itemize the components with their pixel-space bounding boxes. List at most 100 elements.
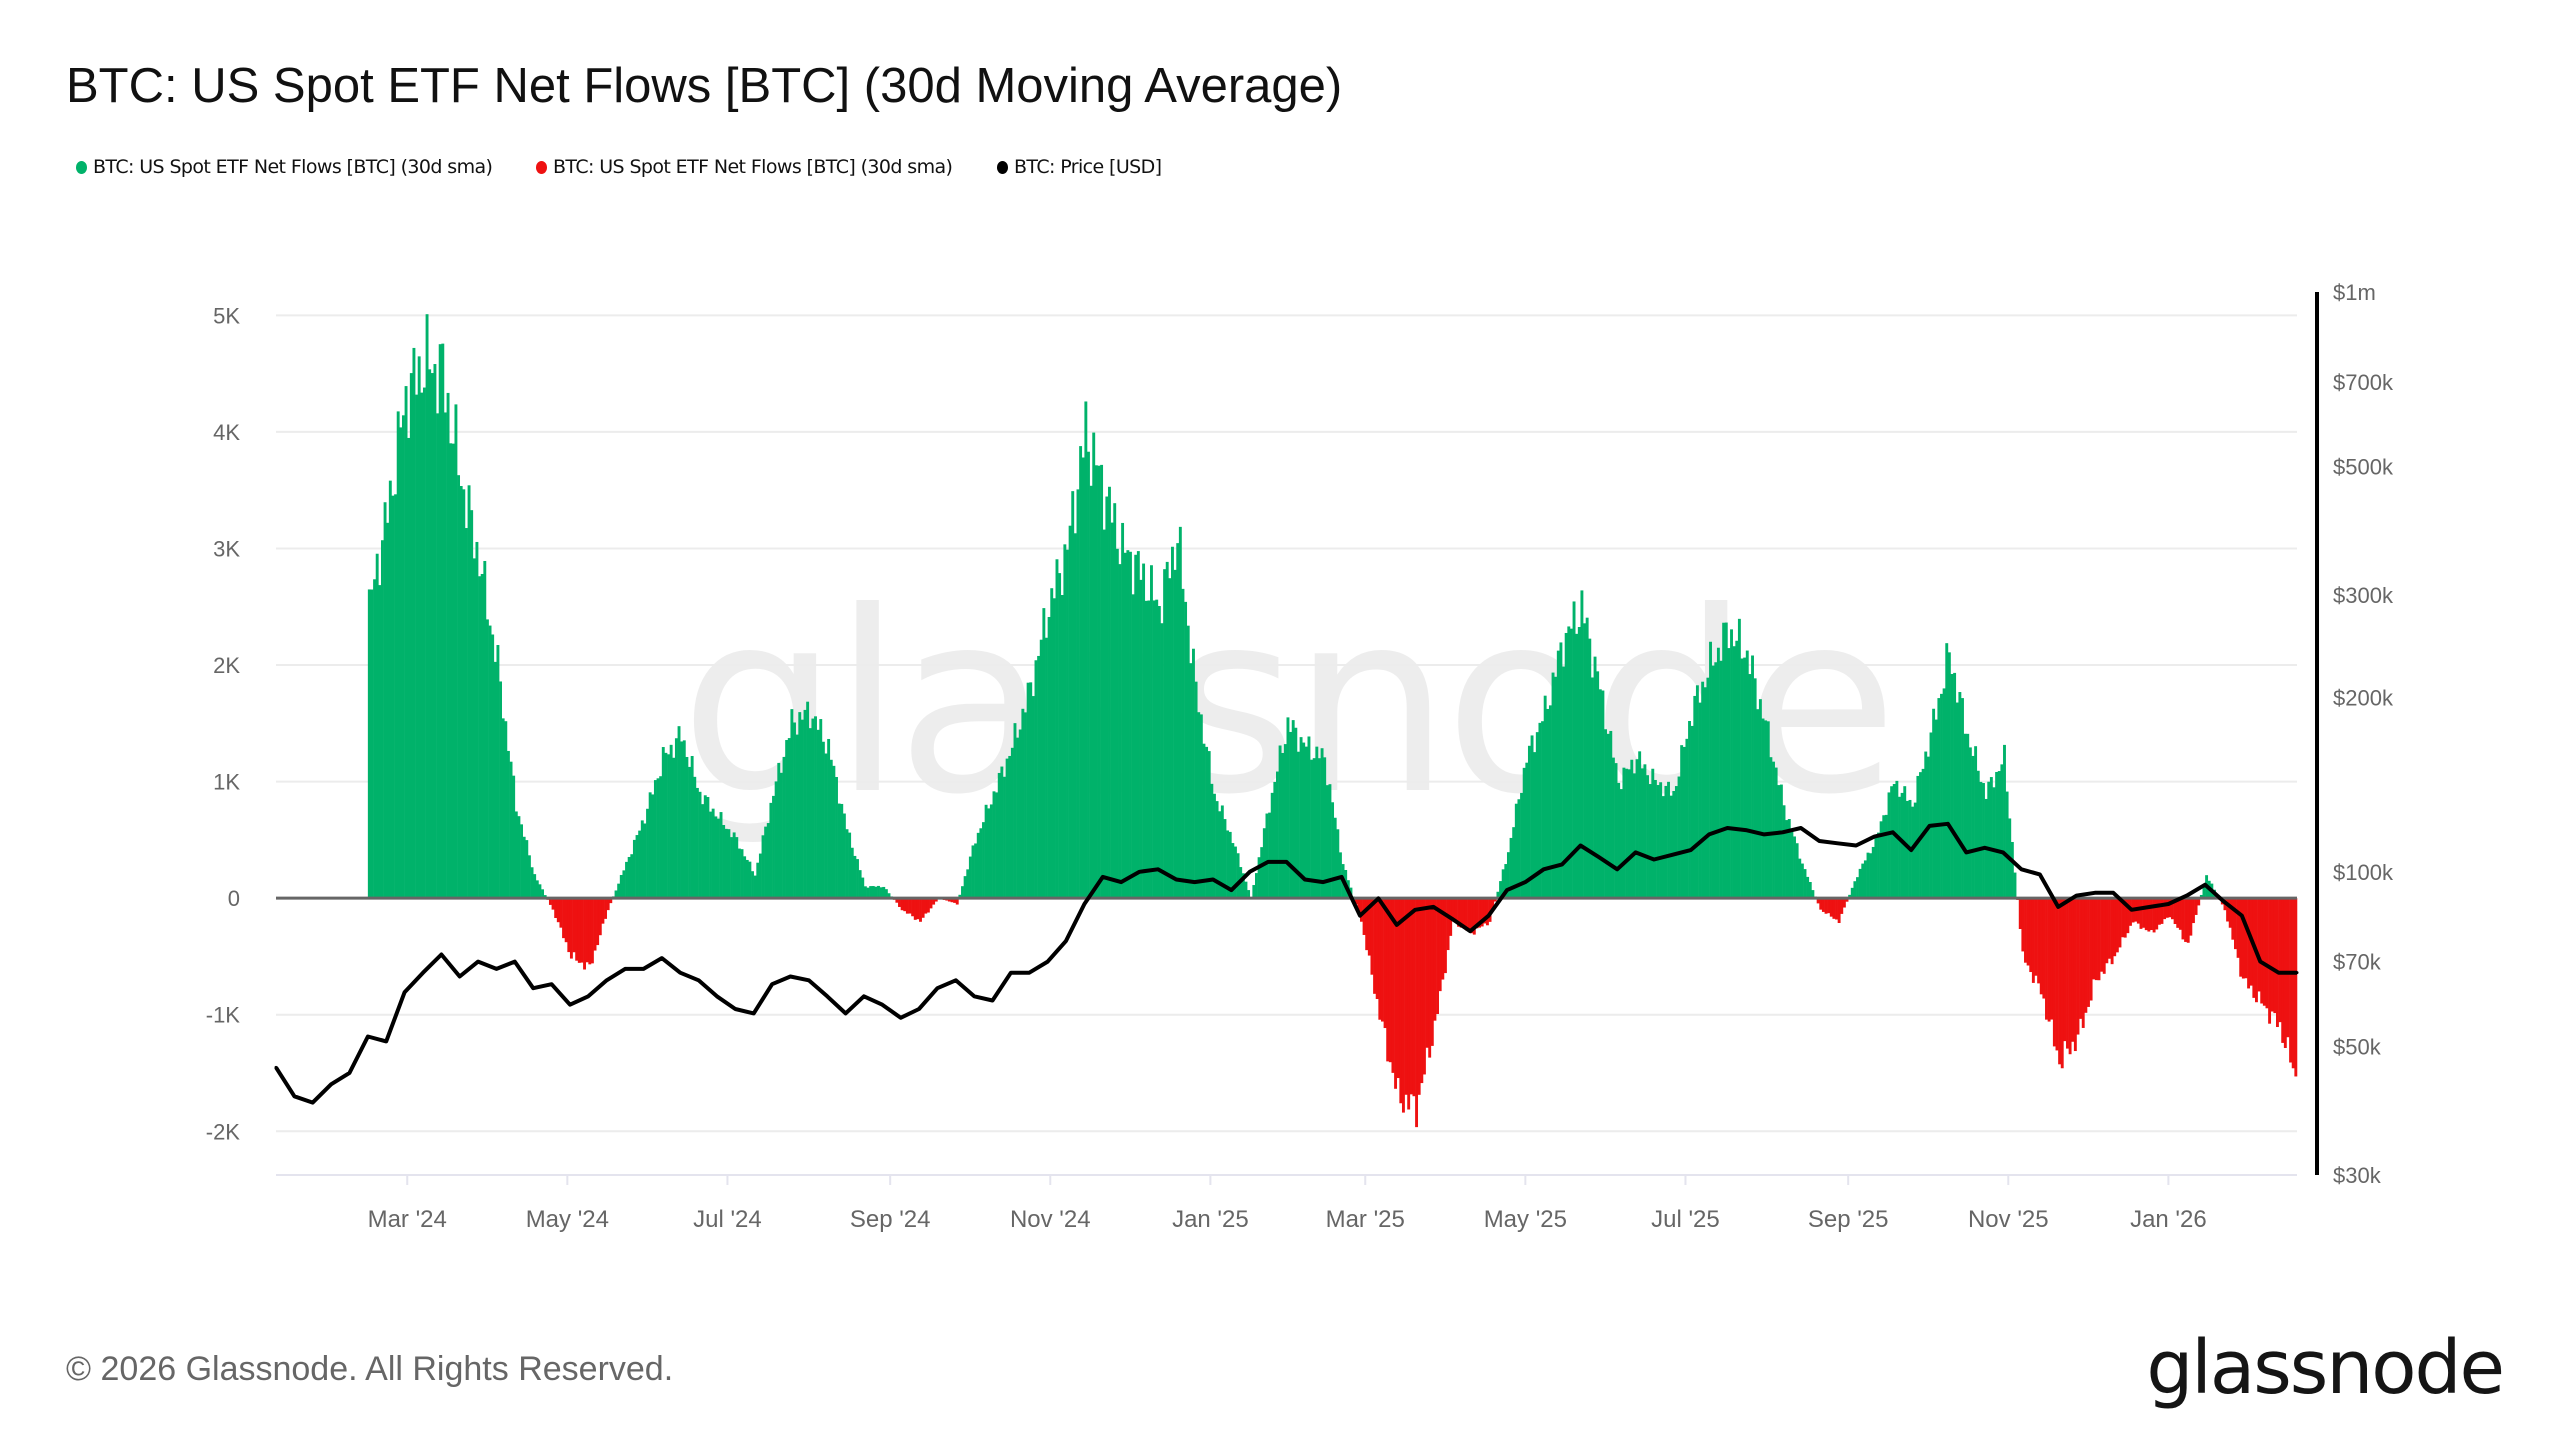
inflow-bar (1543, 695, 1547, 899)
outflow-bar (559, 898, 563, 928)
outflow-bar (1480, 898, 1484, 927)
inflow-bar (1611, 757, 1615, 899)
outflow-bar (1412, 898, 1416, 1097)
outflow-bar (601, 898, 605, 924)
inflow-bar (462, 489, 466, 899)
inflow-bar (1021, 708, 1025, 899)
inflow-bar (483, 560, 487, 899)
inflow-bar (722, 825, 726, 899)
price-point (1376, 896, 1380, 900)
inflow-bar (1307, 736, 1311, 899)
inflow-bar (1974, 746, 1978, 899)
inflow-bar (716, 818, 720, 899)
outflow-bar (1835, 898, 1838, 920)
inflow-bar (1635, 759, 1639, 899)
inflow-bar (2013, 872, 2017, 899)
inflow-bar (1163, 569, 1167, 899)
inflow-bar (1900, 792, 1904, 899)
x-tick-label: Sep '24 (850, 1206, 931, 1233)
inflow-bar (1024, 712, 1027, 899)
inflow-bar (1055, 559, 1059, 899)
inflow-bar (1646, 775, 1649, 899)
price-point (917, 1007, 921, 1011)
inflow-bar (1614, 763, 1618, 899)
outflow-bar (2171, 898, 2174, 920)
outflow-bar (2094, 898, 2098, 981)
inflow-bar (861, 877, 865, 899)
inflow-bar (1803, 869, 1807, 899)
inflow-bar (1165, 561, 1169, 899)
legend-item-outflows[interactable]: BTC: US Spot ETF Net Flows [BTC] (30d sm… (536, 156, 953, 178)
flow-bars (367, 314, 2298, 1128)
price-point (2258, 960, 2262, 964)
outflow-bar (1362, 898, 1366, 935)
price-point (366, 1034, 370, 1038)
inflow-bar (782, 756, 786, 899)
price-point (1321, 880, 1325, 884)
price-point (1193, 880, 1197, 884)
outflow-bar (551, 898, 555, 910)
inflow-bar (1194, 681, 1198, 899)
inflow-bar (1664, 785, 1668, 899)
price-point (1487, 914, 1491, 918)
inflow-bar (1674, 786, 1678, 899)
price-point (1964, 850, 1968, 854)
inflow-bar (646, 808, 649, 899)
outflow-bar (2189, 898, 2193, 936)
price-point (1652, 858, 1656, 862)
inflow-bar (1732, 646, 1736, 899)
inflow-bar (659, 776, 663, 899)
outflow-bar (1386, 898, 1390, 1062)
inflow-bar (1506, 852, 1510, 899)
price-point (2111, 891, 2115, 895)
inflow-bar (1034, 660, 1038, 899)
inflow-bar (1286, 717, 1290, 899)
inflow-bar (695, 787, 699, 899)
inflow-bar (522, 836, 526, 899)
inflow-bar (1184, 601, 1188, 899)
inflow-bar (478, 576, 481, 899)
outflow-bar (2058, 898, 2062, 1065)
inflow-bar (1680, 745, 1684, 899)
price-point (678, 971, 682, 975)
inflow-bar (1110, 522, 1114, 899)
outflow-bar (2050, 898, 2054, 1020)
legend-item-inflows[interactable]: BTC: US Spot ETF Net Flows [BTC] (30d sm… (76, 156, 493, 178)
outflow-bar (1457, 898, 1461, 927)
inflow-bar (1740, 658, 1744, 899)
inflow-bar (769, 802, 773, 899)
inflow-bar (1068, 525, 1072, 899)
inflow-bar (1092, 432, 1096, 899)
outflow-bar (2234, 898, 2237, 950)
inflow-bar (1076, 489, 1080, 899)
inflow-bar (1281, 752, 1285, 899)
inflow-bar (1150, 565, 1153, 899)
inflow-bar (1793, 836, 1796, 899)
price-point (1285, 860, 1288, 864)
outflow-bar (1388, 898, 1392, 1063)
inflow-bar (1147, 600, 1151, 899)
price-point (1799, 826, 1803, 830)
inflow-bar (1063, 544, 1067, 899)
inflow-bar (1535, 732, 1539, 899)
inflow-bar (656, 778, 660, 899)
legend-item-price[interactable]: BTC: Price [USD] (997, 156, 1162, 178)
inflow-bar (664, 752, 668, 899)
inflow-bar (790, 709, 794, 899)
inflow-bar (1039, 639, 1043, 899)
inflow-bar (2199, 894, 2203, 899)
inflow-bar (1887, 792, 1891, 899)
inflow-bar (1073, 533, 1077, 899)
outflow-bar (2142, 898, 2146, 928)
inflow-bar (837, 803, 841, 899)
inflow-bar (811, 718, 815, 899)
inflow-bar (1811, 890, 1815, 899)
inflow-bar (428, 369, 432, 899)
inflow-bar (638, 830, 642, 899)
price-point (2001, 850, 2005, 854)
inflow-bar (1514, 803, 1518, 899)
outflow-bar (2089, 898, 2093, 1001)
inflow-bar (758, 853, 762, 899)
inflow-bar (1932, 708, 1936, 899)
y-right-tick-label: $200k (2333, 685, 2394, 710)
